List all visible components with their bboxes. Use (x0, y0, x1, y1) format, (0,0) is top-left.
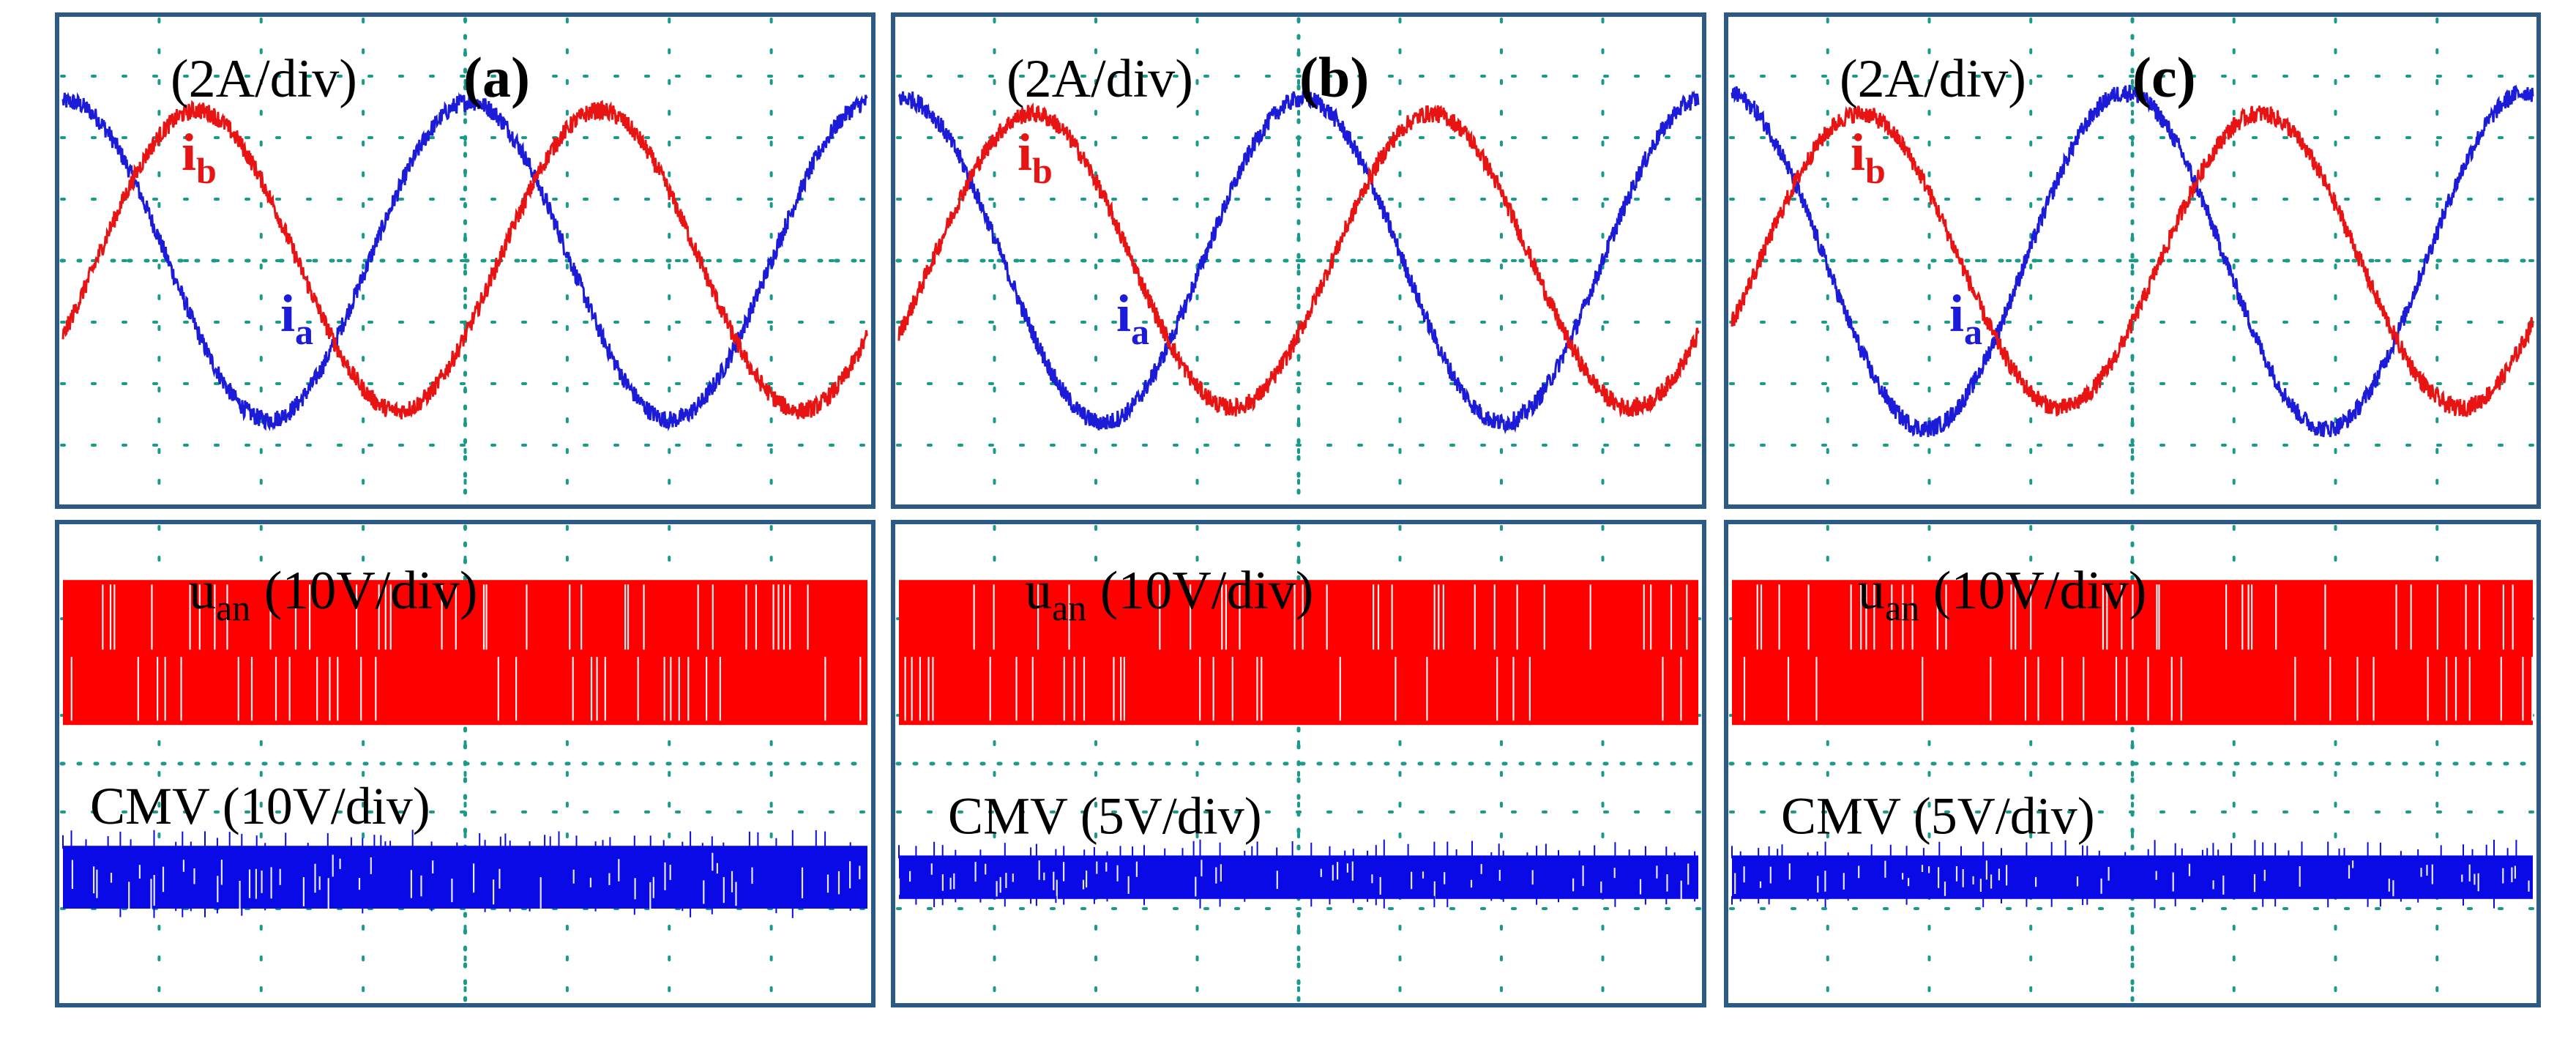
cmv-label: CMV (10V/div) (90, 777, 430, 835)
waveform-ib (897, 102, 1700, 418)
cmv-waveform (1731, 840, 2533, 909)
uan-label-sub: an (216, 587, 250, 628)
uan-waveform (1732, 580, 2534, 726)
uan-label-scale: (10V/div) (250, 561, 477, 621)
cmv-spikes (898, 839, 1696, 909)
uan-label-main: u (189, 561, 216, 621)
cmv-switching-gaps (71, 852, 861, 914)
series-label-ib-sub: b (1865, 150, 1886, 191)
series-label-ib-main: i (182, 123, 196, 182)
series-label-ia: ia (1949, 284, 1982, 352)
uan-label: uan (10V/div) (189, 561, 478, 628)
waveform-ib (1731, 105, 2534, 417)
series-label-ia-sub: a (295, 311, 313, 352)
scale-label: (2A/div) (1007, 49, 1193, 109)
series-label-ib: ib (182, 123, 217, 191)
uan-waveform (899, 580, 1698, 726)
panel-title: (a) (463, 45, 530, 109)
voltage-panel-b: uan (10V/div) CMV (5V/div) (891, 520, 1706, 1007)
series-label-ia-main: i (1116, 284, 1131, 343)
series-label-ia-main: i (280, 284, 295, 343)
cmv-label: CMV (5V/div) (948, 786, 1262, 845)
uan-label-main: u (1025, 561, 1052, 621)
voltage-panel-a: uan (10V/div) CMV (10V/div) (55, 520, 876, 1007)
series-label-ib-main: i (1851, 123, 1865, 182)
uan-label-scale: (10V/div) (1919, 561, 2146, 621)
cmv-waveform (897, 839, 1698, 909)
cmv-band (899, 855, 1698, 899)
series-label-ia-sub: a (1964, 311, 1982, 352)
waveform-ia (61, 92, 868, 432)
cmv-spikes (62, 830, 851, 918)
series-label-ia: ia (280, 284, 313, 352)
uan-switching-gaps (1743, 584, 2534, 721)
cmv-waveform (62, 830, 867, 918)
voltage-panel-c: uan (10V/div) CMV (5V/div) (1724, 520, 2541, 1007)
series-label-ia-main: i (1949, 284, 1964, 343)
cmv-label: CMV (5V/div) (1781, 786, 2095, 845)
uan-label: uan (10V/div) (1858, 561, 2147, 628)
uan-label-main: u (1858, 561, 1885, 621)
waveform-ia (897, 89, 1700, 435)
series-label-ib-sub: b (196, 150, 217, 191)
uan-label: uan (10V/div) (1025, 561, 1314, 628)
scale-label: (2A/div) (1840, 49, 2026, 109)
cmv-spikes (1731, 840, 2517, 909)
uan-switching-gaps (70, 584, 862, 721)
series-label-ia: ia (1116, 284, 1149, 352)
series-label-ib-main: i (1018, 123, 1032, 182)
series-label-ib-sub: b (1032, 150, 1053, 191)
uan-waveform (63, 580, 867, 726)
uan-label-sub: an (1885, 587, 1919, 628)
series-label-ib: ib (1018, 123, 1053, 191)
panel-title: (c) (2132, 45, 2196, 109)
uan-label-scale: (10V/div) (1086, 561, 1313, 621)
series-label-ib: ib (1851, 123, 1886, 191)
waveform-ia (1731, 84, 2534, 438)
cmv-band (63, 846, 867, 909)
cmv-switching-gaps (1734, 860, 2530, 897)
uan-band (63, 580, 867, 726)
cmv-band (1732, 855, 2533, 899)
scale-label: (2A/div) (171, 49, 357, 109)
series-label-ia-sub: a (1131, 311, 1149, 352)
panel-title: (b) (1299, 45, 1369, 109)
cmv-switching-gaps (897, 860, 1690, 901)
uan-label-sub: an (1052, 587, 1086, 628)
uan-switching-gaps (904, 584, 1688, 721)
waveform-ib (61, 100, 869, 420)
